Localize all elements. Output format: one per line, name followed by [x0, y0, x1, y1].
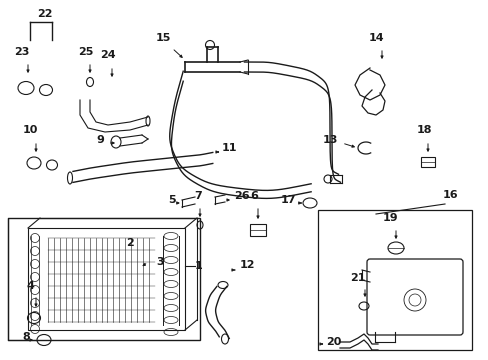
- Text: 6: 6: [249, 191, 257, 201]
- Bar: [8, 218, 200, 340]
- Text: 25: 25: [78, 47, 94, 57]
- Text: 24: 24: [100, 50, 116, 60]
- Bar: [28, 228, 184, 330]
- Text: 1: 1: [195, 261, 203, 271]
- Text: 13: 13: [322, 135, 337, 145]
- Text: 8: 8: [22, 332, 30, 342]
- Text: 3: 3: [156, 257, 163, 267]
- Text: 21: 21: [349, 273, 365, 283]
- Bar: [249, 224, 265, 236]
- Bar: [317, 210, 471, 350]
- Text: 10: 10: [22, 125, 38, 135]
- Text: 16: 16: [441, 190, 457, 200]
- Text: 23: 23: [14, 47, 30, 57]
- Bar: [420, 157, 434, 167]
- Text: 20: 20: [325, 337, 341, 347]
- Text: 18: 18: [415, 125, 431, 135]
- Text: 4: 4: [26, 281, 34, 291]
- Text: 26: 26: [234, 191, 249, 201]
- Text: 14: 14: [367, 33, 383, 43]
- Text: 22: 22: [37, 9, 53, 19]
- Text: 12: 12: [240, 260, 255, 270]
- Text: 5: 5: [168, 195, 176, 205]
- Text: 2: 2: [126, 238, 134, 248]
- Text: 11: 11: [222, 143, 237, 153]
- Text: 15: 15: [155, 33, 170, 43]
- Text: 7: 7: [194, 191, 202, 201]
- Text: 17: 17: [280, 195, 295, 205]
- Text: 19: 19: [382, 213, 397, 223]
- Text: 9: 9: [96, 135, 104, 145]
